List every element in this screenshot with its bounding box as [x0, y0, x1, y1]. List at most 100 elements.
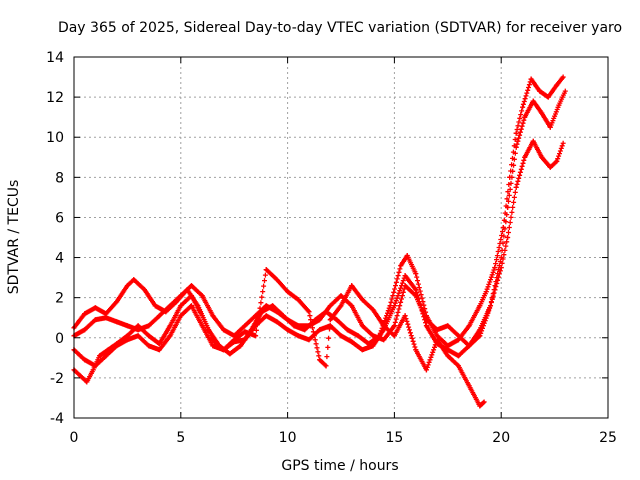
data-point [556, 102, 562, 108]
data-point [338, 303, 344, 309]
data-point [391, 323, 397, 329]
data-point [513, 130, 519, 136]
series-trace-4 [71, 138, 566, 369]
y-tick-label: 8 [55, 170, 64, 186]
data-point [477, 303, 483, 309]
data-point [539, 110, 545, 116]
data-point [188, 293, 194, 299]
data-point [114, 299, 120, 305]
data-point [445, 353, 451, 359]
data-point [146, 323, 152, 329]
data-point [92, 317, 98, 323]
data-point [327, 317, 333, 323]
plot-frame [73, 56, 609, 419]
data-point [423, 323, 429, 329]
data-point [554, 158, 560, 164]
data-point [156, 313, 162, 319]
y-tick-label: 14 [46, 50, 64, 66]
data-point [413, 271, 419, 277]
data-point [221, 347, 227, 353]
data-point [349, 303, 355, 309]
data-point [156, 347, 162, 353]
series-trace-2 [71, 88, 568, 349]
x-tick-label: 0 [70, 430, 79, 446]
data-point [528, 76, 534, 82]
data-point [97, 353, 103, 359]
data-point [413, 287, 419, 293]
data-point [178, 303, 184, 309]
y-tick-label: 2 [55, 291, 64, 307]
data-point [242, 337, 248, 343]
data-point [338, 293, 344, 299]
data-point [199, 313, 205, 319]
data-point [285, 317, 291, 323]
data-point [77, 373, 83, 379]
data-point [539, 154, 545, 160]
data-point [114, 319, 120, 325]
ticks: 0 5 10 15 20 25 -4 -2 0 2 4 6 8 10 12 14 [46, 50, 617, 446]
data-point [537, 88, 543, 94]
data-point [274, 319, 280, 325]
data-point [466, 323, 472, 329]
data-point [466, 343, 472, 349]
data-point [295, 333, 301, 339]
data-point [505, 204, 511, 210]
y-tick-label: 6 [55, 210, 64, 226]
data-point [92, 305, 98, 311]
x-tick-label: 25 [599, 430, 617, 446]
data-point [285, 327, 291, 333]
data-point [344, 327, 350, 333]
data-point [124, 283, 130, 289]
data-point [370, 333, 376, 339]
data-point [381, 327, 387, 333]
y-axis-label: SDTVAR / TECUs [6, 180, 22, 295]
data-point [199, 293, 205, 299]
data-point [178, 313, 184, 319]
data-point [327, 323, 333, 329]
y-tick-label: -2 [50, 371, 64, 387]
data-point [391, 333, 397, 339]
chart-title: Day 365 of 2025, Sidereal Day-to-day VTE… [58, 20, 622, 36]
data-point [445, 347, 451, 353]
data-point [238, 343, 244, 349]
data-point [398, 263, 404, 269]
x-tick-label: 20 [492, 430, 510, 446]
data-point [513, 184, 519, 190]
data-point [477, 333, 483, 339]
data-point [156, 341, 162, 347]
data-point [434, 327, 440, 333]
series-plus-markers [71, 90, 567, 349]
data-point [103, 315, 109, 321]
data-point [274, 309, 280, 315]
data-point [466, 383, 472, 389]
data-point [242, 323, 248, 329]
data-point [370, 307, 376, 313]
data-point [530, 138, 536, 144]
data-point [560, 74, 566, 80]
data-point [274, 277, 280, 283]
data-point [505, 235, 511, 240]
y-tick-label: -4 [50, 411, 64, 427]
data-point [520, 104, 526, 110]
data-layer [71, 74, 568, 409]
data-point [477, 403, 483, 409]
data-point [370, 343, 376, 349]
data-point [513, 144, 519, 150]
data-point [492, 265, 498, 271]
data-point [445, 323, 451, 329]
data-point [404, 253, 410, 259]
data-point [199, 323, 205, 329]
data-point [381, 337, 387, 343]
data-point [84, 379, 90, 385]
data-point [306, 337, 312, 343]
data-point [152, 303, 158, 309]
data-point [103, 353, 109, 359]
data-point [306, 309, 312, 315]
data-point [402, 313, 408, 319]
data-point [455, 363, 461, 369]
data-point [253, 333, 259, 339]
data-point [481, 399, 487, 405]
data-point [141, 287, 147, 293]
data-point [560, 140, 566, 146]
data-point [135, 333, 141, 339]
